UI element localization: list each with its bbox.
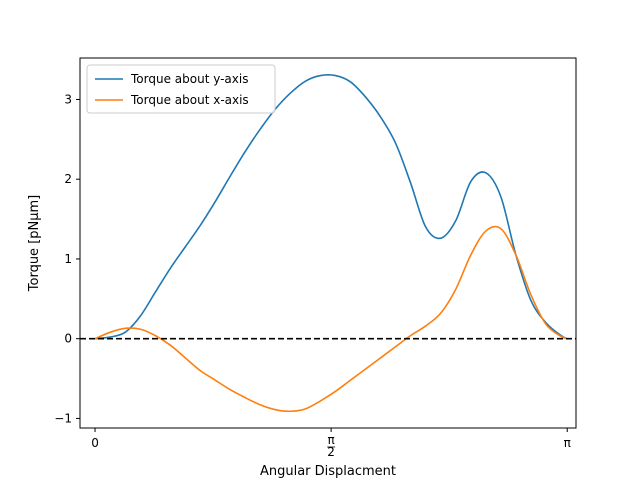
series-line-2	[94, 225, 568, 413]
y-tick-label: −1	[54, 411, 72, 425]
x-axis-label: Angular Displacment	[260, 464, 396, 479]
series-line-1	[94, 73, 568, 340]
x-tick-label: 2	[327, 445, 335, 459]
x-axis-ticks: 0 π2π	[91, 428, 571, 459]
legend-label: Torque about x-axis	[130, 93, 249, 107]
y-axis-label: Torque [pNμm]	[27, 195, 42, 292]
y-tick-label: 2	[64, 172, 72, 186]
y-tick-label: 1	[64, 252, 72, 266]
y-tick-label: 0	[64, 332, 72, 346]
legend-box	[86, 64, 276, 114]
y-tick-label: 3	[64, 92, 72, 106]
x-tick-label: 0	[91, 436, 99, 450]
plot-area	[80, 73, 576, 413]
x-tick-label: π	[328, 433, 335, 447]
y-axis-ticks: −1 0 1 2 3	[54, 92, 80, 425]
x-tick-label: π	[564, 436, 571, 450]
axes-frame	[79, 57, 577, 429]
legend: Torque about y-axis Torque about x-axis	[86, 64, 276, 114]
legend-label: Torque about y-axis	[130, 72, 248, 86]
